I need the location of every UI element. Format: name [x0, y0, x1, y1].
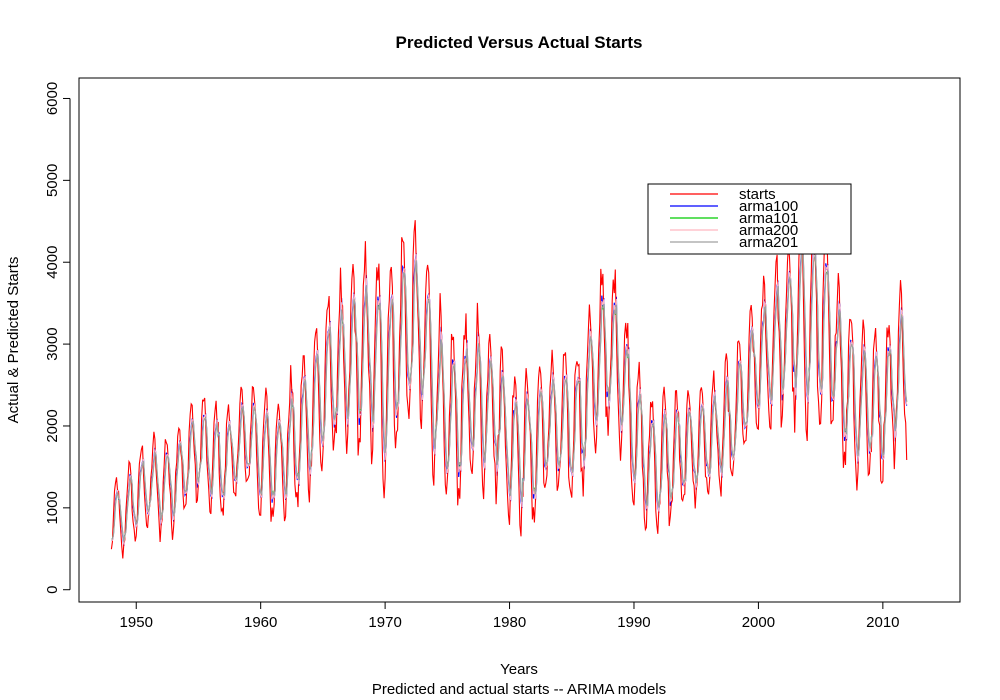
x-tick-label: 2010	[866, 614, 899, 631]
x-tick-label: 1990	[617, 614, 650, 631]
x-tick-label: 1950	[120, 614, 153, 631]
legend-label: arma200	[739, 222, 798, 239]
legend-label: arma100	[739, 198, 798, 215]
y-tick-label: 3000	[44, 327, 61, 360]
y-tick-label: 1000	[44, 491, 61, 524]
x-tick-label: 1980	[493, 614, 526, 631]
y-tick-label: 6000	[44, 82, 61, 115]
chart-title: Predicted Versus Actual Starts	[396, 33, 643, 52]
series-line-starts	[110, 196, 908, 559]
y-tick-label: 5000	[44, 164, 61, 197]
y-axis-label: Actual & Predicted Starts	[5, 257, 22, 424]
legend-label: arma101	[739, 210, 798, 227]
series-line-arma201	[111, 244, 908, 542]
y-tick-label: 2000	[44, 409, 61, 442]
y-axis: 0 1000 2000 3000 4000 5000 6000	[44, 82, 71, 594]
x-axis-label: Years	[500, 661, 538, 678]
x-axis: 1950 1960 1970 1980 1990 2000 2010	[120, 601, 900, 631]
chart-subtitle: Predicted and actual starts -- ARIMA mod…	[372, 681, 666, 698]
series-line-arma101	[111, 243, 908, 543]
y-tick-label: 4000	[44, 246, 61, 279]
series-layer	[110, 196, 908, 559]
series-line-arma200	[111, 236, 908, 545]
x-tick-label: 1960	[244, 614, 277, 631]
x-tick-label: 2000	[742, 614, 775, 631]
legend-label: arma201	[739, 234, 798, 251]
y-tick-label: 0	[44, 586, 61, 594]
legend-label: starts	[739, 186, 776, 203]
x-tick-label: 1970	[368, 614, 401, 631]
